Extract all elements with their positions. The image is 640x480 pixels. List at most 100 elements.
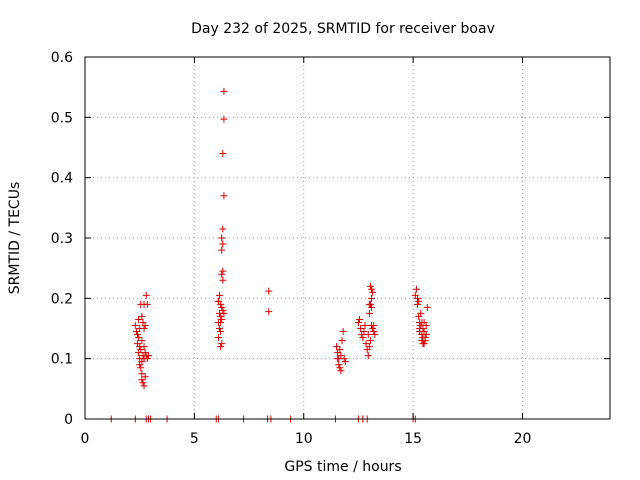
data-point (419, 325, 427, 332)
data-point (217, 318, 225, 326)
data-point (419, 340, 427, 348)
data-point (414, 294, 421, 302)
data-point (337, 367, 345, 375)
data-point (361, 321, 369, 329)
x-tick-label: 5 (190, 431, 199, 447)
data-point (368, 294, 376, 302)
data-point (219, 240, 227, 248)
data-point (138, 312, 146, 320)
y-tick-label: 0.6 (51, 50, 73, 66)
plot-frame (84, 56, 611, 420)
data-point (370, 321, 378, 329)
data-point (412, 285, 420, 293)
data-point (217, 343, 225, 351)
data-point (369, 325, 377, 332)
data-point (354, 318, 362, 326)
y-tick-label: 0.1 (51, 352, 73, 368)
data-point (336, 364, 344, 372)
data-point (220, 87, 228, 95)
x-tick-label: 0 (81, 431, 90, 447)
data-point (423, 303, 431, 311)
data-point (265, 308, 273, 316)
data-point (340, 355, 348, 363)
data-point (143, 300, 151, 308)
data-point (217, 328, 225, 336)
data-point (214, 297, 222, 305)
y-tick-label: 0.4 (51, 171, 73, 187)
data-point (138, 376, 146, 384)
data-point (139, 352, 147, 360)
data-point (339, 328, 347, 336)
data-point (219, 306, 227, 314)
x-tick-label: 10 (295, 431, 313, 447)
data-point (138, 337, 146, 345)
data-point (218, 246, 226, 254)
data-point (356, 315, 364, 323)
data-point (217, 312, 225, 320)
data-point (341, 358, 349, 366)
data-point (334, 355, 342, 363)
data-point (366, 337, 374, 345)
data-point (364, 331, 372, 339)
grid-lines (85, 57, 610, 419)
data-point (141, 373, 149, 381)
data-point (219, 150, 227, 158)
data-point (365, 309, 373, 317)
data-point (136, 343, 144, 351)
data-point (420, 328, 428, 336)
data-point (357, 325, 365, 332)
data-point (369, 288, 377, 296)
data-point (218, 234, 226, 242)
data-point (218, 340, 226, 348)
data-point (135, 315, 143, 323)
data-point (214, 334, 222, 342)
data-point (140, 355, 148, 363)
data-point (135, 334, 143, 342)
data-point (220, 115, 228, 123)
data-point (140, 382, 148, 390)
data-point (333, 343, 341, 351)
data-point (422, 321, 430, 329)
data-point (132, 328, 140, 336)
data-point (142, 291, 150, 299)
data-point (414, 300, 421, 308)
data-point (338, 337, 346, 345)
data-point (415, 297, 423, 305)
data-point (218, 270, 226, 278)
data-point (134, 331, 141, 339)
data-point (219, 267, 227, 275)
data-point (418, 318, 426, 326)
data-point (137, 364, 145, 372)
data-point (218, 303, 226, 311)
data-point (364, 352, 372, 360)
data-point (265, 287, 273, 295)
x-tick-label: 15 (404, 431, 422, 447)
chart-title: Day 232 of 2025, SRMTID for receiver boa… (191, 21, 495, 37)
data-points (107, 87, 431, 423)
data-point (137, 346, 145, 354)
data-point (336, 346, 344, 354)
y-tick-label: 0.5 (51, 110, 73, 126)
data-point (360, 328, 368, 336)
data-point (368, 285, 376, 293)
data-point (220, 309, 228, 317)
data-point (337, 352, 345, 360)
data-point (370, 328, 378, 336)
data-point (366, 282, 374, 290)
data-point (218, 315, 226, 323)
data-point (220, 192, 228, 200)
y-tick-label: 0.2 (51, 291, 73, 307)
data-point (136, 325, 144, 332)
data-point (359, 334, 367, 342)
x-tick-label: 20 (514, 431, 532, 447)
axis-ticks: 0 5 10 15 20 0 0.1 0.2 0.3 0.4 0.5 0.6 (51, 50, 610, 447)
data-point (219, 276, 227, 284)
data-point (216, 325, 224, 332)
data-point (131, 321, 139, 329)
data-point (335, 361, 343, 369)
data-point (219, 225, 227, 233)
data-point (417, 309, 425, 317)
data-point (371, 331, 379, 339)
data-point (139, 379, 147, 387)
